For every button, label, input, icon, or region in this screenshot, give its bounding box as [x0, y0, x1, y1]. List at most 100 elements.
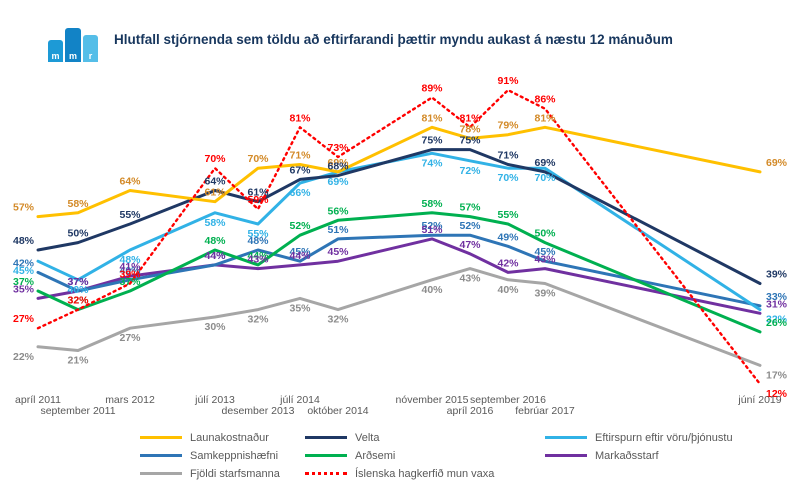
data-label: 40%: [67, 284, 89, 296]
data-label: 69%: [534, 157, 556, 169]
data-label: 86%: [534, 94, 556, 106]
data-labels-slenska-hagkerfi-mun-vaxa: 27% 32% 39% 70% 59% 81% 73% 89% 81% 91% 86% 12%: [13, 75, 788, 400]
data-labels-samkeppnish-fni: 42%37%40%44%48%45%51% 52% 52%49%45%33%: [13, 220, 788, 303]
data-label: 72%: [459, 165, 481, 177]
data-label: 32%: [247, 314, 269, 326]
data-label: 70%: [247, 153, 269, 165]
data-label: 26%: [766, 317, 788, 329]
data-label: 69%: [327, 157, 349, 169]
data-label: 55%: [119, 209, 141, 221]
data-label: 70%: [497, 172, 519, 184]
legend-swatch-icon: [140, 454, 182, 457]
data-label: 50%: [67, 228, 89, 240]
legend-item-launakostna-ur: Launakostnaður: [140, 431, 305, 444]
data-label: 47%: [459, 239, 481, 251]
data-label: 35%: [13, 283, 35, 295]
x-axis-label: febrúar 2017: [515, 405, 575, 417]
data-label: 40%: [421, 284, 443, 296]
legend-item-marka-sstarf: Markaðsstarf: [545, 449, 800, 462]
data-label: 69%: [327, 176, 349, 188]
data-label: 70%: [204, 153, 226, 165]
legend-swatch-icon: [305, 436, 347, 439]
data-label: 45%: [289, 246, 311, 258]
data-label: 56%: [327, 205, 349, 217]
data-label: 43%: [534, 254, 556, 266]
logo-bar-icon: m: [65, 28, 81, 62]
data-label: 45%: [327, 246, 349, 258]
legend-label: Eftirspurn eftir vöru/þjónustu: [595, 431, 733, 444]
legend-swatch-icon: [545, 436, 587, 439]
data-label: 33%: [766, 291, 788, 303]
x-axis-label: mars 2012: [105, 394, 155, 406]
legend-label: Samkeppnishæfni: [190, 449, 279, 462]
logo-letter: m: [68, 51, 77, 61]
data-label: 68%: [327, 161, 349, 173]
data-label: 30%: [204, 321, 226, 333]
data-label: 39%: [534, 288, 556, 300]
line-chart: 57% 58%64%61%70% 71%69%81%78% 79%81%69%48%5…: [13, 75, 788, 400]
data-label: 55%: [497, 209, 519, 221]
data-label: 32%: [67, 295, 89, 307]
legend-item-velta: Velta: [305, 431, 545, 444]
legend-item-ar-semi: Arðsemi: [305, 449, 545, 462]
data-label: 43%: [459, 273, 481, 285]
series-line-samkeppnish-fni: [36, 233, 762, 308]
data-label: 57%: [459, 202, 481, 214]
data-label: 40%: [497, 284, 519, 296]
data-label: 48%: [13, 235, 35, 247]
data-label: 51%: [421, 224, 443, 236]
data-label: 48%: [119, 254, 141, 266]
data-label: 37%: [13, 276, 35, 288]
legend-swatch-icon: [140, 436, 182, 439]
chart-legend: Launakostnaður Velta Eftirspurn eftir vöru…: [140, 431, 800, 480]
legend-item-eftirspurn-eftir-v-ru-j-nustu: Eftirspurn eftir vöru/þjónustu: [545, 431, 800, 444]
data-label: 81%: [289, 112, 311, 124]
data-label: 27%: [119, 332, 141, 344]
logo-bar-icon: m: [48, 40, 63, 62]
data-label: 57%: [13, 202, 35, 214]
data-label: 81%: [459, 112, 481, 124]
data-label: 37%: [119, 276, 141, 288]
data-label: 44%: [204, 250, 226, 262]
data-label: 71%: [497, 150, 519, 162]
data-label: 79%: [497, 120, 519, 132]
x-axis-label: júní 2019: [738, 394, 782, 406]
legend-label: Launakostnaður: [190, 431, 269, 444]
data-label: 31%: [766, 298, 788, 310]
x-axis-label: september 2016: [470, 394, 546, 406]
data-label: 71%: [289, 150, 311, 162]
data-label: 48%: [247, 235, 269, 247]
data-label: 44%: [247, 250, 269, 262]
legend-label: Arðsemi: [355, 449, 396, 462]
x-axis-label: september 2011: [40, 405, 116, 417]
data-label: 61%: [204, 187, 226, 199]
data-label: 39%: [119, 269, 141, 281]
data-label: 73%: [327, 142, 349, 154]
data-label: 67%: [289, 164, 311, 176]
data-label: 49%: [497, 231, 519, 243]
data-label: 81%: [421, 112, 443, 124]
data-label: 37%: [67, 276, 89, 288]
data-label: 52%: [421, 220, 443, 232]
data-labels-marka-sstarf: 35%37%41%44% 43% 44% 45%51%47%42% 43%31%: [13, 224, 788, 310]
data-labels-velta: 48%50%55%64%61%67% 68%75% 75%71%69%39%: [13, 135, 788, 281]
legend-item-fj-ldi-starfsmanna: Fjöldi starfsmanna: [140, 467, 305, 480]
series-line-fj-ldi-starfsmanna: [36, 267, 762, 367]
data-label: 40%: [119, 265, 141, 277]
mmr-logo: m m r: [48, 16, 104, 62]
data-label: 91%: [497, 75, 519, 87]
data-labels-launakostna-ur: 57% 58%64%61%70% 71%69%81%78% 79%81%69%: [13, 112, 788, 213]
data-label: 32%: [67, 295, 89, 307]
data-label: 50%: [534, 228, 556, 240]
data-label: 32%: [327, 314, 349, 326]
legend-swatch-icon: [305, 454, 347, 457]
data-label: 45%: [13, 265, 35, 277]
data-label: 74%: [421, 157, 443, 169]
data-label: 64%: [119, 176, 141, 188]
data-label: 44%: [289, 250, 311, 262]
x-axis-label: júlí 2014: [280, 394, 320, 406]
data-labels-fj-ldi-starfsmanna: 22% 21%27%30%32%35%32%40%43%40% 39%17%: [13, 273, 788, 382]
legend-swatch-icon: [305, 472, 347, 475]
data-label: 75%: [421, 135, 443, 147]
